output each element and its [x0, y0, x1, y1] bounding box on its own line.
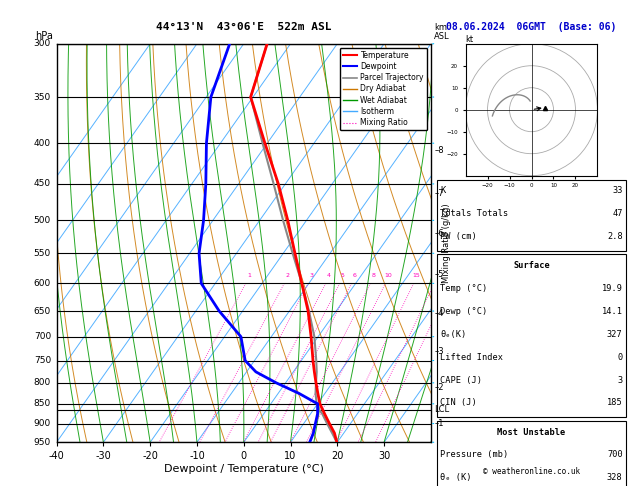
Text: –4: –4 [435, 309, 444, 318]
Text: 2.8: 2.8 [607, 232, 623, 241]
Text: θₑ (K): θₑ (K) [440, 473, 472, 482]
Text: –1: –1 [435, 419, 444, 428]
Text: 44°13'N  43°06'E  522m ASL: 44°13'N 43°06'E 522m ASL [156, 21, 331, 32]
Text: 20: 20 [433, 273, 441, 278]
Text: 700: 700 [607, 451, 623, 459]
Text: hPa: hPa [36, 31, 53, 41]
Text: 550: 550 [34, 249, 51, 258]
Text: 300: 300 [34, 39, 51, 48]
Text: 4: 4 [327, 273, 331, 278]
Text: 0: 0 [618, 353, 623, 362]
Text: 3: 3 [618, 376, 623, 384]
Text: 450: 450 [34, 179, 51, 189]
Text: –7: –7 [435, 189, 444, 197]
Text: 33: 33 [612, 187, 623, 195]
Bar [437, 254, 626, 417]
Text: Lifted Index: Lifted Index [440, 353, 503, 362]
Text: 1: 1 [247, 273, 251, 278]
Text: 650: 650 [34, 307, 51, 315]
Text: 2: 2 [286, 273, 289, 278]
Text: 14.1: 14.1 [602, 307, 623, 316]
Text: 700: 700 [34, 332, 51, 341]
Legend: Temperature, Dewpoint, Parcel Trajectory, Dry Adiabat, Wet Adiabat, Isotherm, Mi: Temperature, Dewpoint, Parcel Trajectory… [340, 48, 427, 130]
Text: 3: 3 [309, 273, 313, 278]
Text: 15: 15 [413, 273, 420, 278]
Text: 327: 327 [607, 330, 623, 339]
Text: 08.06.2024  06GMT  (Base: 06): 08.06.2024 06GMT (Base: 06) [447, 21, 616, 32]
Text: 400: 400 [34, 139, 51, 148]
Bar [437, 179, 626, 250]
Text: km
ASL: km ASL [434, 23, 450, 41]
Text: 19.9: 19.9 [602, 284, 623, 293]
Text: LCL: LCL [435, 405, 450, 415]
Text: –3: –3 [435, 347, 444, 356]
Text: K: K [440, 187, 445, 195]
Text: –8: –8 [435, 145, 444, 155]
Text: –5: –5 [435, 270, 444, 278]
Text: –2: –2 [435, 383, 444, 393]
Text: CAPE (J): CAPE (J) [440, 376, 482, 384]
Text: 850: 850 [34, 399, 51, 408]
Text: Pressure (mb): Pressure (mb) [440, 451, 509, 459]
Text: © weatheronline.co.uk: © weatheronline.co.uk [483, 467, 580, 476]
Text: 10: 10 [384, 273, 392, 278]
Text: 350: 350 [34, 92, 51, 102]
Text: 5: 5 [341, 273, 345, 278]
Text: 6: 6 [352, 273, 357, 278]
Text: 800: 800 [34, 378, 51, 387]
Text: PW (cm): PW (cm) [440, 232, 477, 241]
Text: –6: –6 [435, 229, 444, 239]
Text: kt: kt [465, 35, 474, 44]
X-axis label: Dewpoint / Temperature (°C): Dewpoint / Temperature (°C) [164, 464, 324, 474]
Text: 950: 950 [34, 438, 51, 447]
Bar [437, 420, 626, 486]
Text: 8: 8 [371, 273, 376, 278]
Text: 47: 47 [612, 209, 623, 218]
Text: Most Unstable: Most Unstable [498, 428, 565, 436]
Text: 900: 900 [34, 419, 51, 428]
Text: 500: 500 [34, 216, 51, 225]
Text: 750: 750 [34, 356, 51, 365]
Text: θₑ(K): θₑ(K) [440, 330, 467, 339]
Text: 328: 328 [607, 473, 623, 482]
Text: Temp (°C): Temp (°C) [440, 284, 487, 293]
Text: Dewp (°C): Dewp (°C) [440, 307, 487, 316]
Text: 600: 600 [34, 279, 51, 288]
Text: CIN (J): CIN (J) [440, 399, 477, 407]
Text: Totals Totals: Totals Totals [440, 209, 509, 218]
Text: 185: 185 [607, 399, 623, 407]
Text: Mixing Ratio (g/kg): Mixing Ratio (g/kg) [442, 203, 451, 283]
Text: Surface: Surface [513, 261, 550, 270]
